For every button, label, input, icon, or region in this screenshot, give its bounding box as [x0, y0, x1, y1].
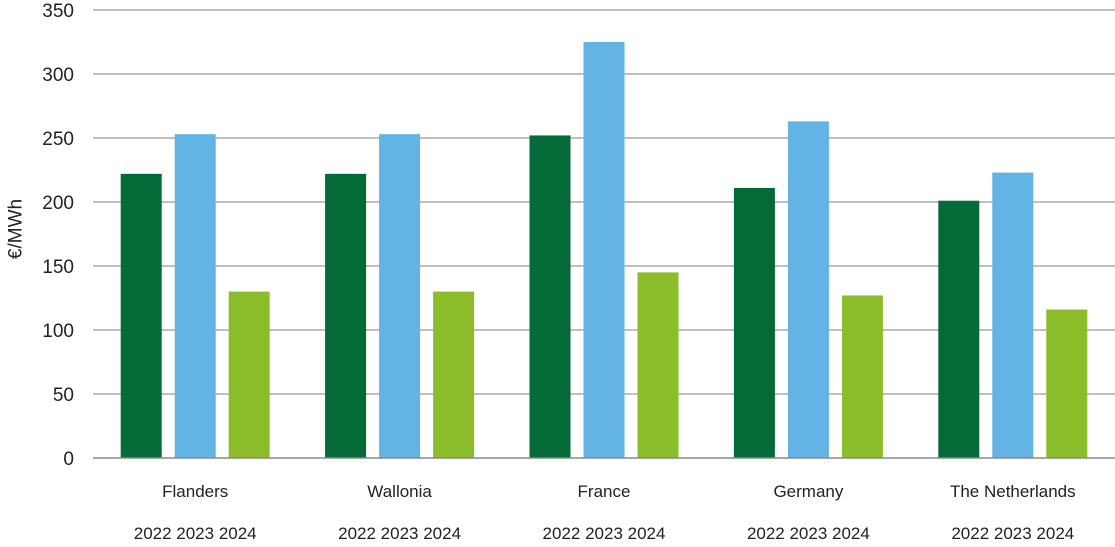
- year-labels-group: 2022 2023 2024: [747, 524, 870, 543]
- year-labels-group: 2022 2023 2024: [134, 524, 257, 543]
- y-tick-label: 250: [42, 129, 74, 150]
- y-tick-label: 200: [42, 193, 74, 214]
- bar-wallonia-2024: [433, 291, 475, 458]
- bar-germany-2023: [787, 121, 829, 459]
- y-tick-label: 50: [53, 385, 74, 406]
- category-labels: Flanders Wallonia France Germany The Netherl…: [162, 482, 1076, 501]
- bar-germany-2022: [733, 187, 775, 459]
- bar-the-netherlands-2024: [1046, 309, 1088, 458]
- category-label: The Netherlands: [950, 482, 1076, 501]
- y-tick-label: 350: [42, 1, 74, 22]
- category-label: Wallonia: [367, 482, 432, 501]
- bar-flanders-2023: [174, 134, 216, 458]
- bar-wallonia-2023: [379, 134, 421, 458]
- y-axis-title: €/MWh: [6, 199, 27, 259]
- year-labels-group: 2022 2023 2024: [543, 524, 666, 543]
- y-tick-label: 100: [42, 321, 74, 342]
- y-tick-label: 0: [63, 449, 74, 470]
- y-tick-label: 150: [42, 257, 74, 278]
- bar-france-2024: [637, 272, 679, 458]
- bars: [120, 42, 1088, 459]
- year-labels: 2022 2023 2024 2022 2023 2024 2022 2023 20…: [134, 524, 1075, 543]
- bar-the-netherlands-2023: [992, 172, 1034, 458]
- year-labels-group: 2022 2023 2024: [951, 524, 1074, 543]
- bar-the-netherlands-2022: [938, 200, 980, 458]
- bar-flanders-2022: [120, 173, 162, 458]
- y-tick-label: 300: [42, 65, 74, 86]
- bar-wallonia-2022: [325, 173, 367, 458]
- category-label: Flanders: [162, 482, 228, 501]
- bar-flanders-2024: [228, 291, 270, 458]
- category-label: France: [578, 482, 631, 501]
- bar-germany-2024: [841, 295, 883, 458]
- bar-france-2022: [529, 135, 571, 458]
- category-label: Germany: [773, 482, 843, 501]
- year-labels-group: 2022 2023 2024: [338, 524, 461, 543]
- y-axis-ticks: 0 50 100 150 200 250 300 350: [42, 1, 74, 470]
- bar-france-2023: [583, 42, 625, 458]
